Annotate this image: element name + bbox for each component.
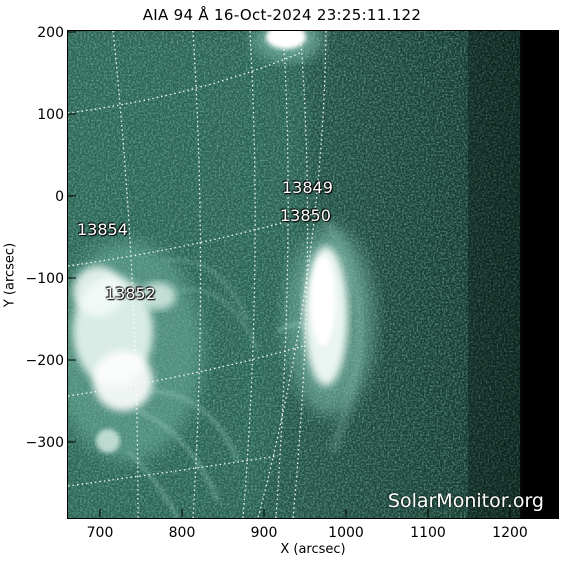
- left-active-region-spot: [140, 282, 176, 310]
- meridian-line: [292, 31, 309, 518]
- off-limb-dark-strip: [520, 31, 558, 518]
- bright-limb-emission-core: [311, 256, 335, 346]
- x-axis-label: X (arcsec): [280, 542, 346, 557]
- y-tick-label: −200: [25, 353, 64, 369]
- left-region-loops: [162, 258, 260, 352]
- y-axis-label: Y (arcsec): [2, 242, 18, 308]
- y-tick-label: 200: [37, 25, 64, 41]
- parallel-line: [68, 52, 301, 114]
- left-active-region-spot: [73, 266, 123, 316]
- heliographic-grid: [68, 31, 327, 518]
- active-region-label: 13850: [280, 206, 331, 225]
- solarmonitor-watermark: SolarMonitor.org: [387, 490, 544, 512]
- left-active-region-spot: [96, 429, 120, 453]
- noise-fringe: [468, 31, 523, 518]
- x-tick-label: 1100: [410, 525, 446, 541]
- y-tick-label: −100: [25, 271, 64, 287]
- y-tick-label: −300: [25, 435, 64, 451]
- aia-94-image: [68, 31, 558, 518]
- image-title: AIA 94 Å 16-Oct-2024 23:25:11.122: [142, 6, 422, 24]
- left-region-loops: [126, 389, 240, 518]
- solar-image-plot: [68, 31, 558, 518]
- x-tick-label: 700: [86, 525, 114, 541]
- parallel-line: [68, 455, 279, 487]
- y-tick-label: 0: [55, 189, 64, 205]
- active-region-label: 13854: [77, 220, 128, 239]
- x-tick-label: 900: [250, 525, 278, 541]
- y-tick-label: 100: [37, 107, 64, 123]
- x-tick-label: 1200: [492, 525, 528, 541]
- limb-line: [257, 31, 327, 518]
- active-region-label: 13849: [282, 178, 333, 197]
- x-tick-label: 1000: [328, 525, 364, 541]
- parallel-line: [68, 345, 304, 397]
- parallel-line: [68, 210, 324, 267]
- active-region-label: 13852: [105, 284, 156, 303]
- meridian-line: [242, 31, 256, 518]
- meridian-line: [192, 31, 202, 518]
- left-active-region-core: [93, 351, 153, 411]
- y-axis-label-container: Y (arcsec): [0, 243, 20, 307]
- x-tick-label: 800: [168, 525, 196, 541]
- meridian-line: [275, 31, 289, 518]
- top-bright-spot: [266, 31, 306, 49]
